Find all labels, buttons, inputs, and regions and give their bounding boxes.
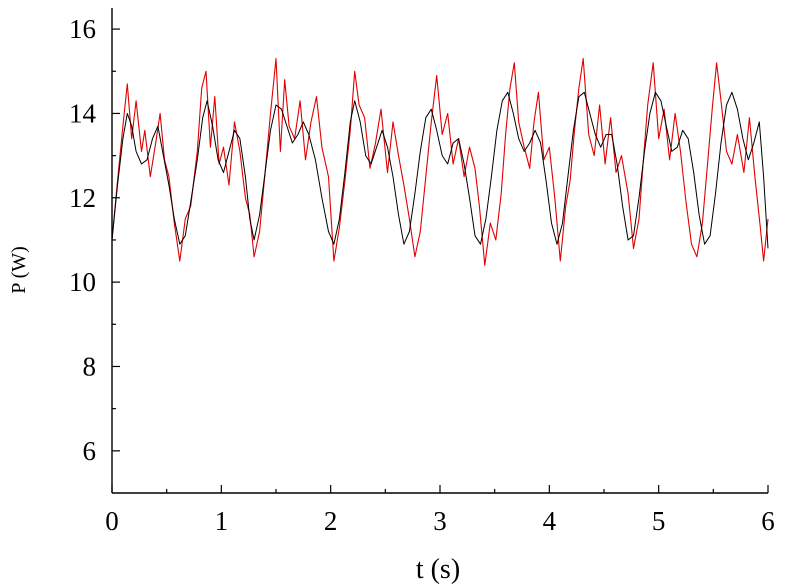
y-tick-label: 12 bbox=[69, 183, 96, 213]
x-tick-label: 2 bbox=[324, 506, 338, 536]
x-tick-label: 4 bbox=[543, 506, 557, 536]
x-tick-label: 1 bbox=[215, 506, 229, 536]
x-tick-label: 3 bbox=[433, 506, 447, 536]
series-layer bbox=[111, 58, 769, 266]
x-tick-label: 6 bbox=[761, 506, 775, 536]
x-tick-label: 5 bbox=[652, 506, 666, 536]
y-tick-label: 16 bbox=[69, 14, 96, 44]
y-axis-title: P (W) bbox=[8, 246, 30, 294]
y-tick-label: 8 bbox=[83, 351, 97, 381]
axes-layer bbox=[111, 8, 768, 494]
measured-power-line bbox=[111, 58, 769, 266]
x-axis-title: t (s) bbox=[416, 554, 460, 585]
y-tick-label: 10 bbox=[69, 267, 96, 297]
smoothed-power-line bbox=[111, 91, 769, 249]
y-tick-label: 6 bbox=[83, 436, 97, 466]
y-tick-label: 14 bbox=[69, 98, 97, 128]
x-tick-label: 0 bbox=[105, 506, 119, 536]
